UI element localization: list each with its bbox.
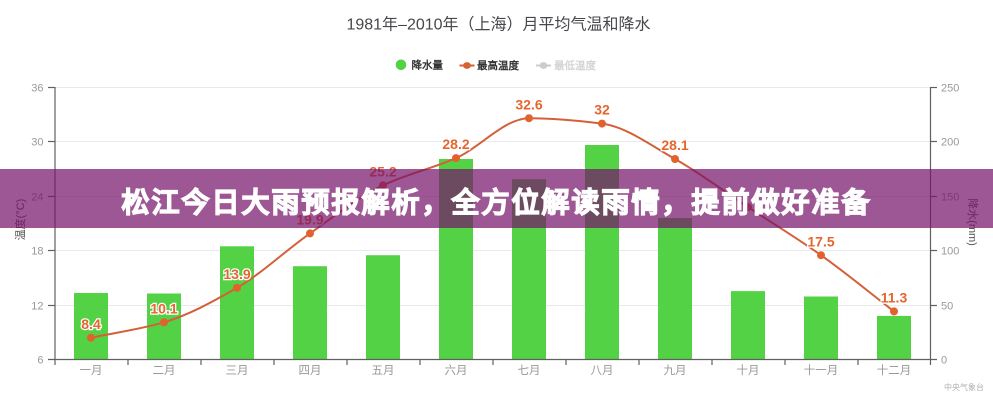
- svg-text:四月: 四月: [299, 365, 322, 377]
- svg-text:28.2: 28.2: [442, 136, 469, 152]
- svg-text:最高温度: 最高温度: [477, 59, 519, 72]
- svg-text:10.1: 10.1: [150, 300, 177, 316]
- svg-text:最低温度: 最低温度: [554, 59, 596, 72]
- svg-text:250: 250: [941, 83, 959, 95]
- svg-text:28.1: 28.1: [661, 137, 688, 153]
- svg-text:200: 200: [941, 137, 959, 149]
- svg-text:13.9: 13.9: [223, 266, 250, 282]
- svg-text:36: 36: [31, 83, 43, 95]
- svg-text:1981年–2010年（上海）月平均气温和降水: 1981年–2010年（上海）月平均气温和降水: [346, 16, 650, 34]
- svg-text:二月: 二月: [153, 365, 176, 377]
- svg-text:十一月: 十一月: [804, 363, 839, 377]
- svg-text:17.5: 17.5: [807, 233, 834, 249]
- svg-text:一月: 一月: [80, 365, 103, 377]
- svg-text:九月: 九月: [664, 364, 687, 377]
- svg-text:6: 6: [37, 355, 43, 367]
- svg-text:100: 100: [941, 246, 959, 258]
- svg-text:30: 30: [31, 137, 43, 149]
- svg-text:五月: 五月: [372, 365, 395, 377]
- svg-text:12: 12: [31, 301, 43, 313]
- svg-text:32.6: 32.6: [515, 96, 542, 112]
- svg-text:十月: 十月: [737, 363, 760, 377]
- svg-text:中央气象台: 中央气象台: [944, 382, 984, 392]
- svg-text:8.4: 8.4: [81, 316, 101, 332]
- svg-text:18: 18: [31, 246, 43, 258]
- svg-text:50: 50: [941, 301, 953, 313]
- svg-text:0: 0: [941, 355, 947, 367]
- svg-text:降水量: 降水量: [412, 59, 444, 72]
- svg-text:七月: 七月: [518, 364, 541, 377]
- svg-text:六月: 六月: [445, 364, 468, 377]
- svg-text:11.3: 11.3: [881, 290, 908, 306]
- svg-text:八月: 八月: [591, 365, 614, 377]
- svg-text:32: 32: [594, 102, 610, 118]
- svg-text:十二月: 十二月: [877, 363, 912, 377]
- svg-text:三月: 三月: [226, 365, 249, 377]
